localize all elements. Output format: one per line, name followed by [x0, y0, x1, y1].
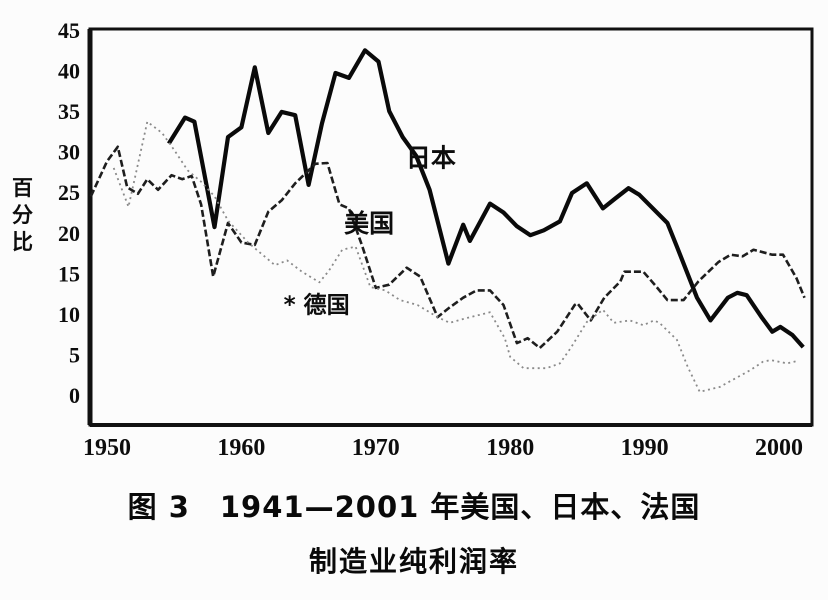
- data-series-lines: [89, 48, 806, 393]
- annotation-美国: 美国: [344, 209, 394, 238]
- y-tick-15: 15: [58, 261, 80, 286]
- x-tick-1970: 1970: [352, 435, 400, 461]
- plot-border: [88, 27, 814, 427]
- x-tick-1980: 1980: [486, 435, 534, 461]
- y-tick-30: 30: [58, 140, 80, 165]
- japan-line: [167, 48, 805, 349]
- figure-caption-line1: 图 3 1941—2001 年美国、日本、法国: [127, 490, 701, 524]
- x-tick-2000: 2000: [755, 435, 803, 461]
- x-tick-1960: 1960: [217, 435, 265, 461]
- usa-line: [89, 145, 806, 350]
- y-axis-title-percentage: 百分比: [12, 176, 33, 254]
- y-tick-40: 40: [58, 59, 80, 84]
- y-tick-35: 35: [58, 99, 80, 124]
- figure-caption-line2: 制造业纯利润率: [308, 545, 519, 578]
- y-axis-title-char: 比: [12, 230, 33, 254]
- y-axis-title-char: 百: [12, 176, 33, 200]
- annotation-日本: 日本: [406, 143, 456, 172]
- y-tick-5: 5: [69, 342, 80, 367]
- x-tick-1990: 1990: [621, 435, 669, 461]
- y-axis-title-char: 分: [12, 203, 33, 227]
- x-axis-tick-labels: 1950 1960 1970 1980 1990 2000: [83, 435, 803, 461]
- germany-line: [112, 120, 799, 393]
- annotation-德国: * 德国: [284, 291, 350, 318]
- y-tick-10: 10: [58, 302, 80, 327]
- y-tick-45: 45: [58, 18, 80, 43]
- y-axis-tick-labels: 0 5 10 15 20 25 30 35 40 45: [58, 18, 80, 408]
- y-tick-0: 0: [69, 383, 80, 408]
- y-tick-20: 20: [58, 221, 80, 246]
- x-tick-1950: 1950: [83, 435, 131, 461]
- y-tick-25: 25: [58, 180, 80, 205]
